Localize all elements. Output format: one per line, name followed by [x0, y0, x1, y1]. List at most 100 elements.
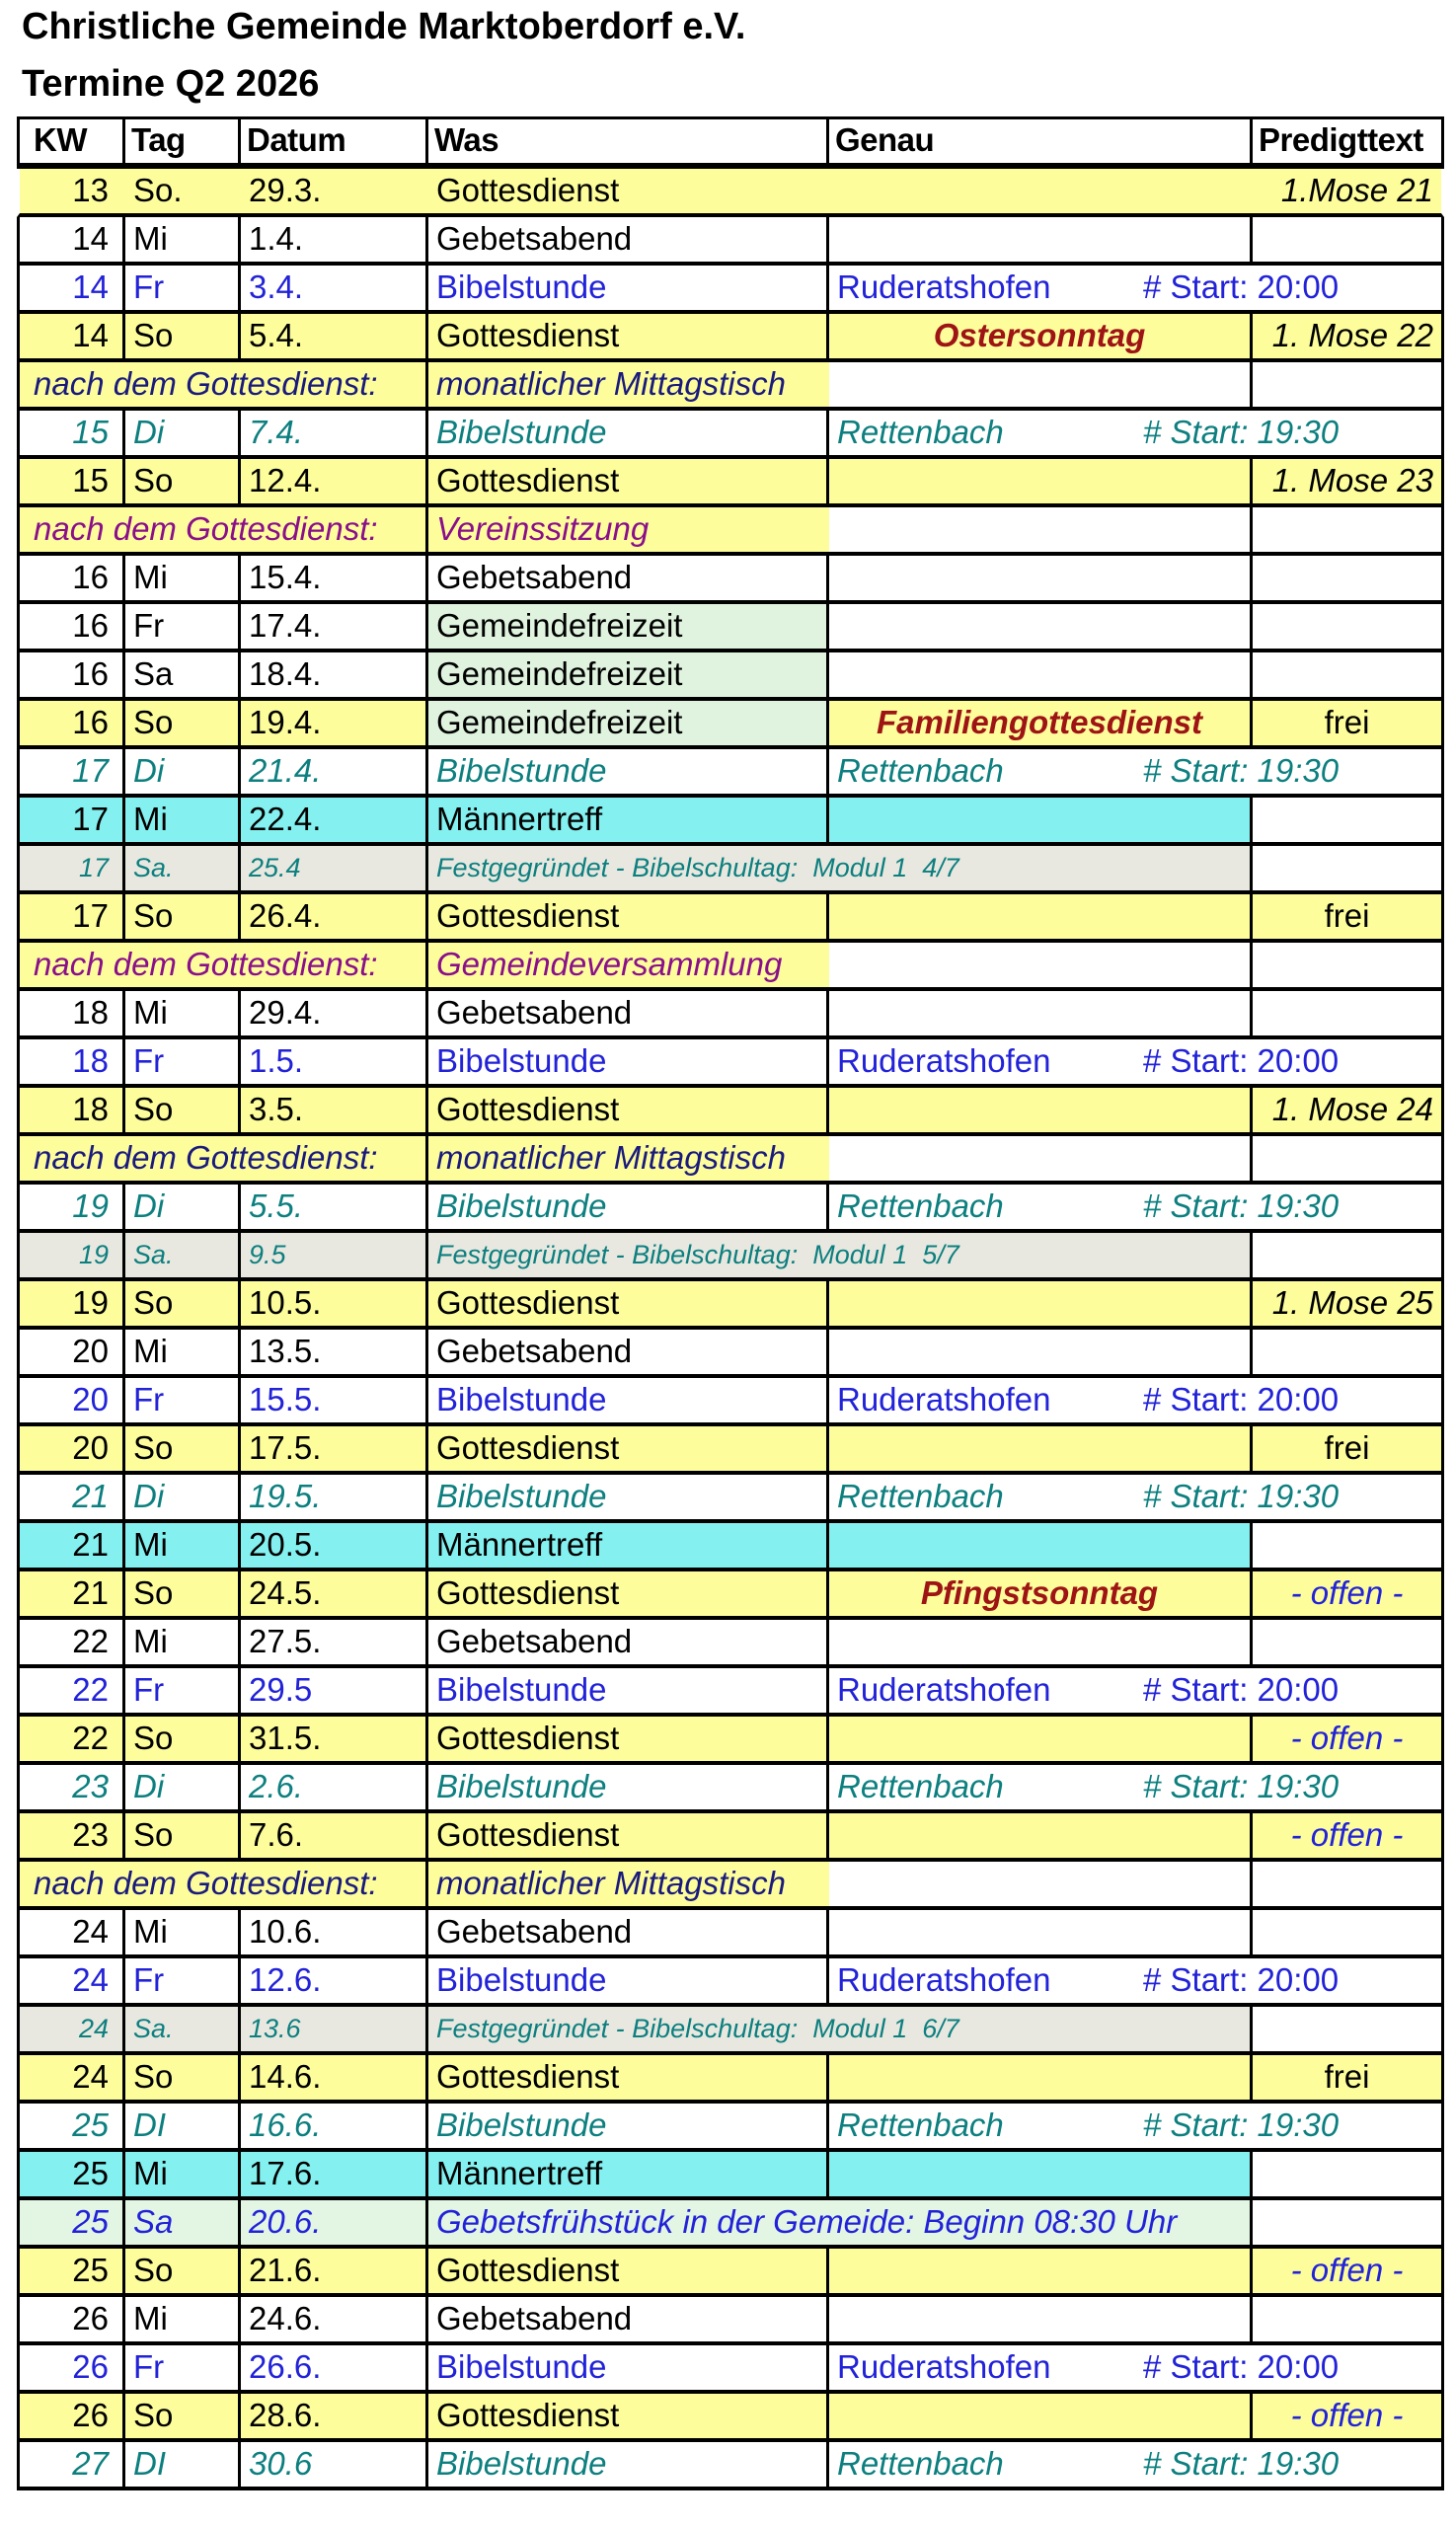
table-row: 21 Mi 20.5. Männertreff — [17, 1523, 1444, 1571]
table-row: 18 Fr 1.5. Bibelstunde Ruderatshofen # Start:… — [17, 1039, 1444, 1088]
cell-tag: Mi — [125, 1523, 241, 1568]
table-row: 24 So 14.6. Gottesdienst frei — [17, 2055, 1444, 2104]
cell-kw: 25 — [20, 2152, 125, 2196]
cell-tag: Fr — [125, 604, 241, 649]
cell-was: Bibelstunde — [428, 749, 829, 794]
cell-datum: 21.4. — [241, 749, 428, 794]
cell-was: Bibelstunde — [428, 1039, 829, 1084]
cell-datum: 7.6. — [241, 1813, 428, 1858]
cell-tag: So — [125, 1426, 241, 1471]
cell-genau-predigttext: Rettenbach # Start: 19:30 — [829, 2104, 1441, 2148]
cell-datum: 17.6. — [241, 2152, 428, 2196]
table-row: 26 Mi 24.6. Gebetsabend — [17, 2297, 1444, 2345]
cell-after-label: nach dem Gottesdienst: — [20, 1136, 428, 1181]
cell-was-genau: Festgegründet - Bibelschultag: Modul 1 4… — [428, 846, 1253, 890]
cell-genau — [829, 2249, 1253, 2293]
cell-kw: 25 — [20, 2249, 125, 2293]
table-row: 18 So 3.5. Gottesdienst 1. Mose 24 — [17, 1088, 1444, 1136]
cell-was: Männertreff — [428, 798, 829, 842]
table-row: 24 Fr 12.6. Bibelstunde Ruderatshofen # Start… — [17, 1958, 1444, 2007]
start-time-label: # Start: 19:30 — [1143, 1768, 1340, 1804]
cell-tag: Di — [125, 1185, 241, 1229]
cell-genau-predigttext: Ruderatshofen # Start: 20:00 — [829, 1958, 1441, 2003]
location-label: Ruderatshofen — [837, 268, 1051, 305]
cell-datum: 31.5. — [241, 1717, 428, 1761]
cell-datum: 3.4. — [241, 266, 428, 310]
cell-datum: 1.4. — [241, 217, 428, 262]
table-row: 17 Di 21.4. Bibelstunde Rettenbach # Start: 1… — [17, 749, 1444, 798]
cell-tag: Fr — [125, 1378, 241, 1422]
table-row: 26 Fr 26.6. Bibelstunde Ruderatshofen # Start… — [17, 2345, 1444, 2394]
cell-after-label: nach dem Gottesdienst: — [20, 362, 428, 407]
cell-kw: 14 — [20, 314, 125, 358]
cell-kw: 25 — [20, 2200, 125, 2245]
table-row: 14 Fr 3.4. Bibelstunde Ruderatshofen # Start:… — [17, 266, 1444, 314]
cell-predigttext — [1253, 217, 1441, 262]
cell-genau — [829, 507, 1253, 552]
cell-was: Vereinssitzung — [428, 507, 829, 552]
cell-was: Bibelstunde — [428, 1475, 829, 1519]
cell-predigttext: frei — [1253, 2055, 1441, 2100]
cell-tag: Fr — [125, 1668, 241, 1713]
cell-datum: 27.5. — [241, 1620, 428, 1664]
cell-kw: 17 — [20, 894, 125, 939]
cell-tag: Sa — [125, 2200, 241, 2245]
cell-datum: 20.5. — [241, 1523, 428, 1568]
cell-genau — [829, 604, 1253, 649]
cell-genau-predigttext: Rettenbach # Start: 19:30 — [829, 411, 1441, 455]
table-row: 14 Mi 1.4. Gebetsabend — [17, 217, 1444, 266]
cell-kw: 20 — [20, 1378, 125, 1422]
cell-kw: 23 — [20, 1765, 125, 1809]
table-row: 14 So 5.4. Gottesdienst Ostersonntag 1. Mose … — [17, 314, 1444, 362]
cell-tag: So — [125, 2055, 241, 2100]
cell-tag: Mi — [125, 798, 241, 842]
table-row: 25 Mi 17.6. Männertreff — [17, 2152, 1444, 2200]
cell-genau — [829, 1088, 1253, 1132]
cell-was-genau: Festgegründet - Bibelschultag: Modul 1 6… — [428, 2007, 1253, 2051]
cell-was: Gebetsabend — [428, 1620, 829, 1664]
cell-was: Gottesdienst — [428, 2394, 829, 2438]
cell-genau-predigttext: Ruderatshofen # Start: 20:00 — [829, 1378, 1441, 1422]
cell-datum: 29.3. — [241, 169, 428, 213]
table-header-row: KW Tag Datum Was Genau Predigttext — [17, 116, 1444, 169]
cell-datum: 14.6. — [241, 2055, 428, 2100]
cell-genau-predigttext: Rettenbach # Start: 19:30 — [829, 1475, 1441, 1519]
cell-datum: 7.4. — [241, 411, 428, 455]
cell-kw: 18 — [20, 1088, 125, 1132]
cell-datum: 12.6. — [241, 1958, 428, 2003]
cell-after-label: nach dem Gottesdienst: — [20, 1862, 428, 1906]
table-row: 18 Mi 29.4. Gebetsabend — [17, 991, 1444, 1039]
start-time-label: # Start: 19:30 — [1143, 1478, 1340, 1514]
cell-tag: Fr — [125, 266, 241, 310]
table-row: 16 So 19.4. Gemeindefreizeit Familiengottesd… — [17, 701, 1444, 749]
column-header-predigt: Predigttext — [1259, 121, 1423, 158]
cell-genau — [829, 652, 1253, 697]
cell-was: Gottesdienst — [428, 1281, 829, 1326]
table-row: nach dem Gottesdienst: Vereinssitzung — [17, 507, 1444, 556]
cell-kw: 19 — [20, 1185, 125, 1229]
table-row: 17 So 26.4. Gottesdienst frei — [17, 894, 1444, 943]
column-header-was: Was — [428, 119, 829, 163]
cell-predigttext — [1253, 507, 1441, 552]
cell-was: Gottesdienst — [428, 2249, 829, 2293]
cell-was: monatlicher Mittagstisch — [428, 1136, 829, 1181]
cell-datum: 19.5. — [241, 1475, 428, 1519]
cell-datum: 9.5 — [241, 1233, 428, 1277]
cell-genau — [829, 1717, 1253, 1761]
location-label: Rettenbach — [837, 2106, 1004, 2143]
table-row: 22 So 31.5. Gottesdienst - offen - — [17, 1717, 1444, 1765]
cell-tag: Mi — [125, 1620, 241, 1664]
start-time-label: # Start: 20:00 — [1143, 1671, 1340, 1708]
table-row: 21 So 24.5. Gottesdienst Pfingstsonntag - off… — [17, 1571, 1444, 1620]
table-row: 17 Mi 22.4. Männertreff — [17, 798, 1444, 846]
cell-was: Gebetsabend — [428, 1910, 829, 1954]
schedule-table: KW Tag Datum Was Genau Predigttext 13 So. 29.3.… — [17, 116, 1444, 2490]
cell-genau — [829, 991, 1253, 1035]
cell-predigttext — [1253, 943, 1441, 987]
cell-genau-predigttext: Ruderatshofen # Start: 20:00 — [829, 1668, 1441, 1713]
cell-kw: 16 — [20, 652, 125, 697]
cell-predigttext: 1.Mose 21 — [1253, 169, 1441, 213]
table-row: 15 So 12.4. Gottesdienst 1. Mose 23 — [17, 459, 1444, 507]
cell-datum: 17.4. — [241, 604, 428, 649]
cell-kw: 26 — [20, 2297, 125, 2341]
